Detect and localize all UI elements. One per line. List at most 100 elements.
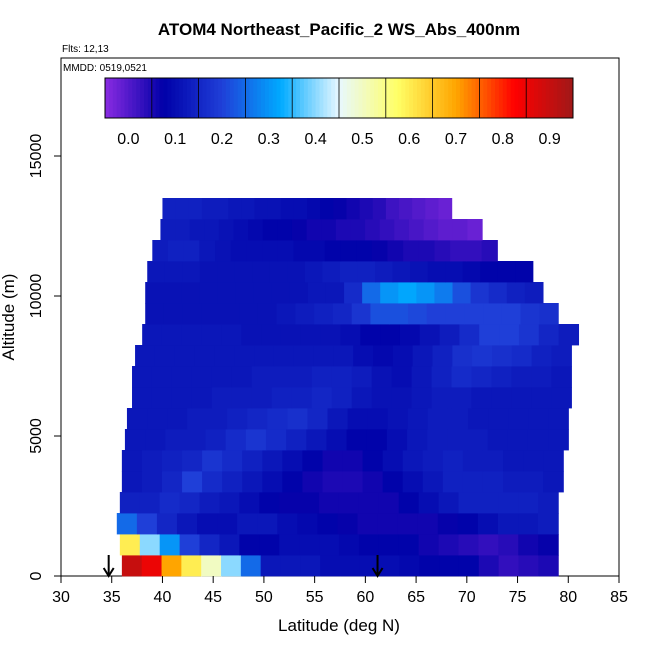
colorbar-tick-label: 0.3 xyxy=(258,131,280,148)
heatmap-cell xyxy=(507,429,529,451)
colorbar-swatch xyxy=(264,78,270,118)
colorbar-tick-label: 0.8 xyxy=(492,131,514,148)
heatmap-cell xyxy=(427,261,446,283)
colorbar-tick-label: 0.1 xyxy=(164,131,186,148)
heatmap-cell xyxy=(501,303,522,325)
heatmap-cell xyxy=(451,366,473,388)
heatmap-cell xyxy=(141,555,163,577)
heatmap-cell xyxy=(422,450,444,472)
colorbar-swatch xyxy=(222,78,227,118)
heatmap-cell xyxy=(373,345,394,367)
heatmap-cell xyxy=(438,198,453,220)
heatmap-cell xyxy=(171,366,193,388)
heatmap-cell xyxy=(523,450,544,472)
colorbar-swatch xyxy=(300,78,305,118)
heatmap-cell xyxy=(199,240,216,262)
heatmap-cell xyxy=(452,345,473,367)
heatmap-cell xyxy=(342,450,364,472)
heatmap-cell xyxy=(239,534,260,556)
heatmap-cell xyxy=(391,387,413,409)
y-tick-label: 15000 xyxy=(28,134,45,179)
colorbar-swatch xyxy=(331,78,336,118)
colorbar-swatch xyxy=(105,78,110,118)
heatmap-cell xyxy=(257,513,278,535)
colorbar-swatch xyxy=(526,78,531,118)
colorbar-swatch xyxy=(534,78,539,118)
heatmap-cell xyxy=(205,429,227,451)
heatmap-cell xyxy=(410,261,429,283)
colorbar-swatch xyxy=(147,78,153,118)
heatmap-cell xyxy=(340,555,361,577)
colorbar-swatch xyxy=(549,78,554,118)
colorbar-swatch xyxy=(483,78,488,118)
heatmap-cell xyxy=(491,366,513,388)
colorbar-swatch xyxy=(319,78,324,118)
heatmap-cell xyxy=(518,324,540,346)
colorbar-swatch xyxy=(323,78,328,118)
heatmap-cells xyxy=(116,198,580,577)
heatmap-cell xyxy=(483,303,503,325)
heatmap-cell xyxy=(267,198,282,220)
heatmap-cell xyxy=(234,345,255,367)
x-tick-label: 85 xyxy=(610,589,628,606)
heatmap-cell xyxy=(121,555,143,577)
heatmap-cell xyxy=(548,429,569,451)
heatmap-cell xyxy=(152,240,169,262)
colorbar-tick-label: 0.6 xyxy=(398,131,420,148)
heatmap-cell xyxy=(385,198,400,220)
heatmap-cell xyxy=(277,513,298,535)
y-axis: 0 5000 10000 15000 xyxy=(28,134,61,580)
colorbar-swatch xyxy=(163,78,168,118)
heatmap-cell xyxy=(407,429,428,451)
colorbar-swatch xyxy=(362,78,367,118)
colorbar-swatch xyxy=(475,78,480,118)
heatmap-cell xyxy=(217,261,236,283)
heatmap-cell xyxy=(119,492,141,514)
heatmap-cell xyxy=(340,240,357,262)
heatmap-cell xyxy=(503,471,524,493)
colorbar-swatch xyxy=(561,78,566,118)
colorbar-swatch xyxy=(214,78,219,118)
x-tick-label: 50 xyxy=(255,589,273,606)
heatmap-cell xyxy=(136,513,158,535)
colorbar-swatch xyxy=(249,78,254,118)
heatmap-cell xyxy=(462,471,484,493)
colorbar-swatch xyxy=(557,78,562,118)
heatmap-cell xyxy=(411,387,433,409)
heatmap-cell xyxy=(423,219,439,241)
x-tick-label: 60 xyxy=(356,589,374,606)
colorbar-swatch xyxy=(198,78,203,118)
colorbar-swatch xyxy=(463,78,469,118)
heatmap-cell xyxy=(382,471,404,493)
colorbar-tick-label: 0.9 xyxy=(538,131,560,148)
heatmap-cell xyxy=(280,324,302,346)
heatmap-cell xyxy=(145,429,166,451)
heatmap-cell xyxy=(353,345,374,367)
heatmap-cell xyxy=(402,471,424,493)
heatmap-cell xyxy=(165,429,186,451)
x-axis-label: Latitude (deg N) xyxy=(278,616,400,635)
heatmap-cell xyxy=(230,240,247,262)
heatmap-cell xyxy=(477,513,499,535)
heatmap-cell xyxy=(470,282,490,304)
heatmap-cell xyxy=(225,429,247,451)
colorbar-swatch xyxy=(514,78,519,118)
heatmap-cell xyxy=(191,366,213,388)
heatmap-cell xyxy=(202,471,223,493)
heatmap-cell xyxy=(538,534,559,556)
heatmap-cell xyxy=(167,240,185,262)
colorbar-swatch xyxy=(522,78,527,118)
heatmap-cell xyxy=(314,303,334,325)
colorbar-swatch xyxy=(358,78,363,118)
heatmap-cell xyxy=(147,261,166,283)
heatmap-cell xyxy=(279,534,300,556)
colorbar-swatch xyxy=(339,78,344,118)
heatmap-cell xyxy=(215,198,229,220)
heatmap-cell xyxy=(551,366,572,388)
colorbar-swatch xyxy=(210,78,215,118)
heatmap-cell xyxy=(325,282,345,304)
heatmap-cell xyxy=(265,429,287,451)
heatmap-cell xyxy=(447,429,469,451)
heatmap-cell xyxy=(411,366,433,388)
colorbar-swatch xyxy=(530,78,535,118)
